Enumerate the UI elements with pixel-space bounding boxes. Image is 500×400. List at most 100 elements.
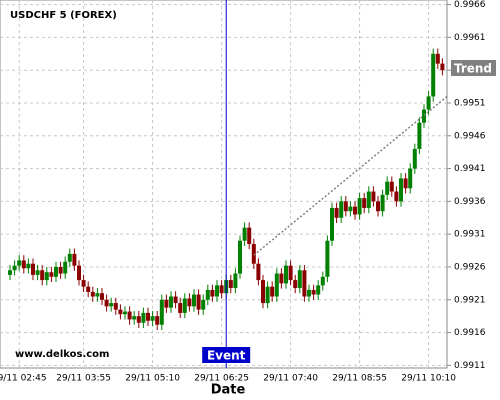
candle-body: [150, 316, 155, 321]
candle-body: [26, 263, 31, 269]
candle-body: [371, 191, 376, 202]
candle-body: [49, 272, 54, 277]
candle-body: [426, 96, 431, 110]
candle-body: [251, 244, 256, 264]
candle-body: [307, 289, 311, 297]
candle-body: [228, 280, 233, 288]
candle-body: [417, 122, 422, 149]
watermark: www.delkos.com: [15, 349, 109, 360]
candle-body: [385, 181, 390, 195]
candle-body: [357, 198, 362, 215]
candle-body: [288, 265, 293, 281]
candle-body: [12, 265, 17, 271]
x-tick-label: 29/11 06:25: [194, 374, 249, 384]
candle-body: [265, 286, 270, 304]
x-tick-label: 29/11 05:10: [125, 374, 180, 384]
candle-body: [187, 298, 192, 307]
x-tick-label: 29/11 02:45: [0, 374, 47, 384]
candle-body: [302, 270, 307, 297]
y-tick-label: 0.9926: [454, 262, 486, 272]
candle-body: [256, 263, 261, 281]
x-tick-label: 29/11 08:55: [332, 374, 387, 384]
candle-body: [63, 261, 68, 274]
candle-body: [242, 227, 247, 241]
candle-body: [274, 273, 279, 297]
candle-body: [40, 270, 45, 281]
candle-body: [164, 299, 169, 308]
trend-label: Trend: [454, 62, 492, 76]
candle-body: [394, 191, 399, 202]
candle-body: [215, 285, 219, 297]
candle-body: [35, 270, 40, 275]
candle-body: [81, 280, 86, 287]
x-axis-title: Date: [211, 383, 246, 398]
event-label-box: [202, 347, 251, 363]
candle-body: [210, 289, 215, 297]
candle-body: [113, 303, 118, 310]
plot-area: [0, 0, 448, 369]
candle-body: [95, 293, 100, 297]
candle-body: [399, 178, 403, 202]
candle-body: [311, 289, 316, 295]
candle-body: [316, 285, 321, 295]
candle-body: [169, 296, 173, 308]
candle-body: [155, 316, 160, 325]
candle-body: [182, 298, 187, 313]
x-tick-label: 29/11 10:10: [401, 374, 456, 384]
candle-body: [192, 294, 196, 307]
candle-body: [339, 201, 344, 218]
candle-body: [132, 316, 137, 320]
candle-body: [334, 207, 339, 218]
candle-body: [343, 201, 348, 212]
candle-body: [422, 109, 426, 123]
candle-body: [270, 286, 275, 297]
candle-body: [247, 227, 252, 245]
candle-body: [31, 263, 35, 275]
y-tick-label: 0.9941: [454, 164, 486, 174]
candle-body: [431, 53, 436, 97]
candle-body: [362, 198, 367, 208]
candle-body: [58, 266, 63, 274]
y-tick-label: 0.9916: [454, 328, 486, 338]
candle-body: [219, 285, 224, 294]
y-tick-label: 0.9966: [454, 0, 486, 10]
candle-body: [366, 191, 371, 208]
candle-body: [72, 253, 77, 266]
candle-body: [261, 280, 265, 304]
candle-body: [90, 291, 95, 297]
candle-body: [178, 303, 183, 313]
y-tick-label: 0.9931: [454, 230, 486, 240]
candle-body: [205, 289, 210, 300]
candle-body: [67, 253, 72, 262]
candle-body: [54, 266, 58, 277]
y-tick-label: 0.9936: [454, 197, 486, 207]
candle-body: [284, 265, 288, 284]
candle-body: [238, 240, 242, 274]
candle-body: [44, 272, 49, 281]
candle-body: [408, 168, 413, 189]
candle-body: [118, 309, 123, 315]
candle-body: [403, 178, 408, 189]
candle-body: [297, 270, 302, 288]
candle-body: [279, 273, 284, 284]
candle-body: [127, 311, 132, 320]
candle-body: [109, 303, 114, 307]
candle-body: [100, 293, 104, 300]
candle-body: [159, 299, 164, 325]
event-label: Event: [207, 349, 246, 363]
candle-body: [353, 206, 357, 215]
candle-body: [123, 311, 127, 315]
candle-body: [412, 148, 417, 169]
candle-body: [201, 299, 206, 310]
x-tick-label: 29/11 07:40: [263, 374, 318, 384]
candle-body: [21, 260, 26, 269]
y-tick-label: 0.9951: [454, 98, 486, 108]
candle-body: [196, 294, 201, 310]
candle-body: [233, 273, 238, 288]
candle-body: [136, 316, 141, 323]
candle-body: [325, 240, 330, 277]
candle-body: [293, 280, 298, 288]
candle-body: [173, 296, 178, 304]
